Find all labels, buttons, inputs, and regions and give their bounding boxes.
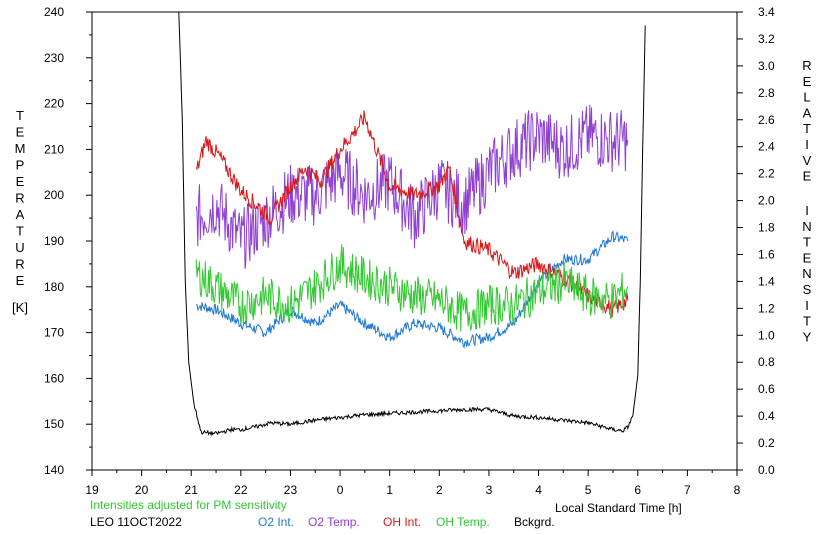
y-left-label-letter: T bbox=[16, 224, 24, 239]
y-left-label-letter: A bbox=[16, 207, 25, 222]
y-right-label-letter: T bbox=[803, 235, 811, 250]
y-left-label-letter: E bbox=[16, 125, 25, 140]
y-left-label-letter: E bbox=[16, 174, 25, 189]
y-right-label-letter: E bbox=[803, 169, 812, 184]
y-left-tick-label: 220 bbox=[44, 97, 64, 111]
y-left-tick-label: 240 bbox=[44, 5, 64, 19]
x-tick-label: 23 bbox=[284, 483, 298, 497]
y-right-label-letter: I bbox=[805, 137, 809, 152]
y-right-tick-label: 3.4 bbox=[758, 5, 775, 19]
x-tick-label: 19 bbox=[85, 483, 99, 497]
x-tick-label: 20 bbox=[135, 483, 149, 497]
y-right-label-letter: I bbox=[805, 298, 809, 313]
x-tick-label: 6 bbox=[634, 483, 641, 497]
y-left-label-letter: U bbox=[15, 240, 24, 255]
y-right-label-letter: V bbox=[803, 153, 812, 168]
y-right-tick-label: 3.2 bbox=[758, 32, 775, 46]
y-right-label-letter: E bbox=[803, 74, 812, 89]
y-right-label-letter: N bbox=[802, 266, 811, 281]
y-right-tick-label: 1.6 bbox=[758, 247, 775, 261]
y-right-tick-label: 2.0 bbox=[758, 194, 775, 208]
y-right-tick-label: 3.0 bbox=[758, 59, 775, 73]
y-right-label-letter: Y bbox=[803, 329, 812, 344]
x-axis-label: Local Standard Time [h] bbox=[555, 501, 682, 515]
y-left-tick-label: 140 bbox=[44, 463, 64, 477]
y-right-tick-label: 1.2 bbox=[758, 301, 775, 315]
y-right-tick-label: 2.8 bbox=[758, 86, 775, 100]
x-tick-label: 2 bbox=[436, 483, 443, 497]
series-line-oh-temp bbox=[195, 244, 629, 332]
series-line-o2-int bbox=[195, 230, 629, 349]
y-left-tick-label: 210 bbox=[44, 142, 64, 156]
x-tick-label: 21 bbox=[185, 483, 199, 497]
y-left-label-letter: E bbox=[16, 273, 25, 288]
x-tick-label: 3 bbox=[486, 483, 493, 497]
y-right-label-letter: I bbox=[805, 203, 809, 218]
y-right-tick-label: 0.4 bbox=[758, 409, 775, 423]
y-axis-left: 140 150 160 170 180 190 200 210 220 230 240 bbox=[44, 5, 92, 477]
y-left-tick-label: 170 bbox=[44, 326, 64, 340]
x-tick-label: 4 bbox=[535, 483, 542, 497]
y-left-label-letter: R bbox=[15, 191, 24, 206]
y-right-tick-label: 2.6 bbox=[758, 113, 775, 127]
y-right-label-letter: T bbox=[803, 314, 811, 329]
x-axis: 19 20 21 22 23 0 1 2 3 4 5 6 7 8 bbox=[85, 470, 741, 497]
y-left-label-unit: [K] bbox=[12, 300, 28, 315]
x-tick-label: 0 bbox=[337, 483, 344, 497]
x-tick-label: 7 bbox=[684, 483, 691, 497]
y-right-tick-label: 0.6 bbox=[758, 382, 775, 396]
legend-o2-int: O2 Int. bbox=[258, 515, 295, 529]
y-right-label-letter: R bbox=[802, 58, 811, 73]
y-right-tick-label: 1.8 bbox=[758, 221, 775, 235]
x-tick-label: 5 bbox=[585, 483, 592, 497]
legend-o2-temp: O2 Temp. bbox=[308, 515, 360, 529]
series-layer bbox=[178, 11, 646, 437]
y-right-label-letter: S bbox=[803, 282, 812, 297]
legend-bckgrd: Bckgrd. bbox=[514, 515, 555, 529]
x-tick-label: 8 bbox=[734, 483, 741, 497]
x-tick-label: 22 bbox=[234, 483, 248, 497]
y-axis-right: 0.0 0.2 0.4 0.6 0.8 1.0 1.2 1.4 1.6 1.8 2.0 2.2 2.4 2… bbox=[737, 5, 775, 477]
station-date-label: LEO 11OCT2022 bbox=[90, 515, 182, 529]
y-left-tick-label: 190 bbox=[44, 234, 64, 248]
y-right-label-letter: E bbox=[803, 250, 812, 265]
y-left-tick-label: 180 bbox=[44, 280, 64, 294]
y-right-tick-label: 2.4 bbox=[758, 140, 775, 154]
y-left-tick-label: 230 bbox=[44, 51, 64, 65]
y-right-label-letter: L bbox=[803, 90, 810, 105]
series-line-bckgrd bbox=[178, 11, 646, 437]
y-right-tick-label: 1.0 bbox=[758, 328, 775, 342]
y-left-tick-label: 150 bbox=[44, 417, 64, 431]
y-left-label-letter: R bbox=[15, 257, 24, 272]
legend-oh-temp: OH Temp. bbox=[436, 515, 490, 529]
y-left-tick-label: 200 bbox=[44, 188, 64, 202]
legend-oh-int: OH Int. bbox=[383, 515, 422, 529]
series-line-o2-temp bbox=[195, 104, 629, 269]
y-right-tick-label: 1.4 bbox=[758, 274, 775, 288]
y-right-label-letter: N bbox=[802, 219, 811, 234]
y-right-tick-label: 2.2 bbox=[758, 167, 775, 181]
y-left-label-letter: M bbox=[15, 141, 26, 156]
y-right-label-letter: A bbox=[803, 105, 812, 120]
y-right-tick-label: 0.8 bbox=[758, 355, 775, 369]
x-tick-label: 1 bbox=[386, 483, 393, 497]
y-left-label-letter: T bbox=[16, 108, 24, 123]
y-right-tick-label: 0.0 bbox=[758, 463, 775, 477]
y-right-tick-label: 0.2 bbox=[758, 436, 775, 450]
y-left-label-letter: P bbox=[16, 158, 25, 173]
y-right-label-letter: T bbox=[803, 121, 811, 136]
pm-sensitivity-note: Intensities adjusted for PM sensitivity bbox=[90, 498, 287, 512]
y-left-tick-label: 160 bbox=[44, 371, 64, 385]
